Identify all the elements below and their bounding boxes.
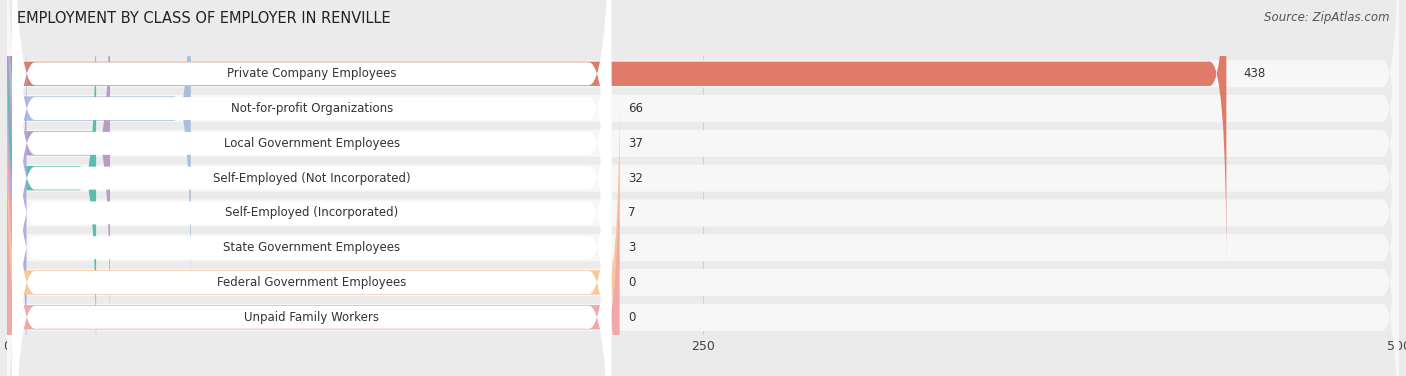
FancyBboxPatch shape [7, 0, 110, 340]
FancyBboxPatch shape [7, 0, 1399, 304]
FancyBboxPatch shape [7, 0, 1399, 269]
FancyBboxPatch shape [13, 0, 612, 341]
Text: 37: 37 [628, 137, 643, 150]
Text: 438: 438 [1243, 67, 1265, 80]
Text: State Government Employees: State Government Employees [224, 241, 401, 254]
Text: EMPLOYMENT BY CLASS OF EMPLOYER IN RENVILLE: EMPLOYMENT BY CLASS OF EMPLOYER IN RENVI… [17, 11, 391, 26]
Text: Private Company Employees: Private Company Employees [228, 67, 396, 80]
FancyBboxPatch shape [13, 0, 612, 376]
FancyBboxPatch shape [7, 121, 620, 376]
FancyBboxPatch shape [13, 50, 612, 376]
Text: Self-Employed (Not Incorporated): Self-Employed (Not Incorporated) [214, 171, 411, 185]
FancyBboxPatch shape [7, 18, 1399, 376]
FancyBboxPatch shape [7, 0, 1399, 373]
Text: Source: ZipAtlas.com: Source: ZipAtlas.com [1264, 11, 1389, 24]
FancyBboxPatch shape [13, 0, 612, 375]
FancyBboxPatch shape [7, 0, 191, 305]
FancyBboxPatch shape [7, 122, 1399, 376]
FancyBboxPatch shape [7, 0, 1399, 338]
FancyBboxPatch shape [0, 51, 24, 376]
FancyBboxPatch shape [7, 17, 27, 376]
FancyBboxPatch shape [13, 0, 612, 376]
FancyBboxPatch shape [7, 87, 1399, 376]
Text: Self-Employed (Incorporated): Self-Employed (Incorporated) [225, 206, 398, 220]
Text: 0: 0 [628, 276, 636, 289]
Text: 66: 66 [628, 102, 643, 115]
FancyBboxPatch shape [7, 0, 1226, 270]
Text: Not-for-profit Organizations: Not-for-profit Organizations [231, 102, 394, 115]
Text: 32: 32 [628, 171, 643, 185]
Text: Unpaid Family Workers: Unpaid Family Workers [245, 311, 380, 324]
Text: Federal Government Employees: Federal Government Employees [217, 276, 406, 289]
FancyBboxPatch shape [7, 0, 96, 374]
FancyBboxPatch shape [13, 16, 612, 376]
FancyBboxPatch shape [7, 86, 620, 376]
FancyBboxPatch shape [7, 53, 1399, 376]
Text: 0: 0 [628, 311, 636, 324]
Text: 3: 3 [628, 241, 636, 254]
Text: 7: 7 [628, 206, 636, 220]
FancyBboxPatch shape [13, 0, 612, 376]
Text: Local Government Employees: Local Government Employees [224, 137, 399, 150]
FancyBboxPatch shape [13, 0, 612, 376]
